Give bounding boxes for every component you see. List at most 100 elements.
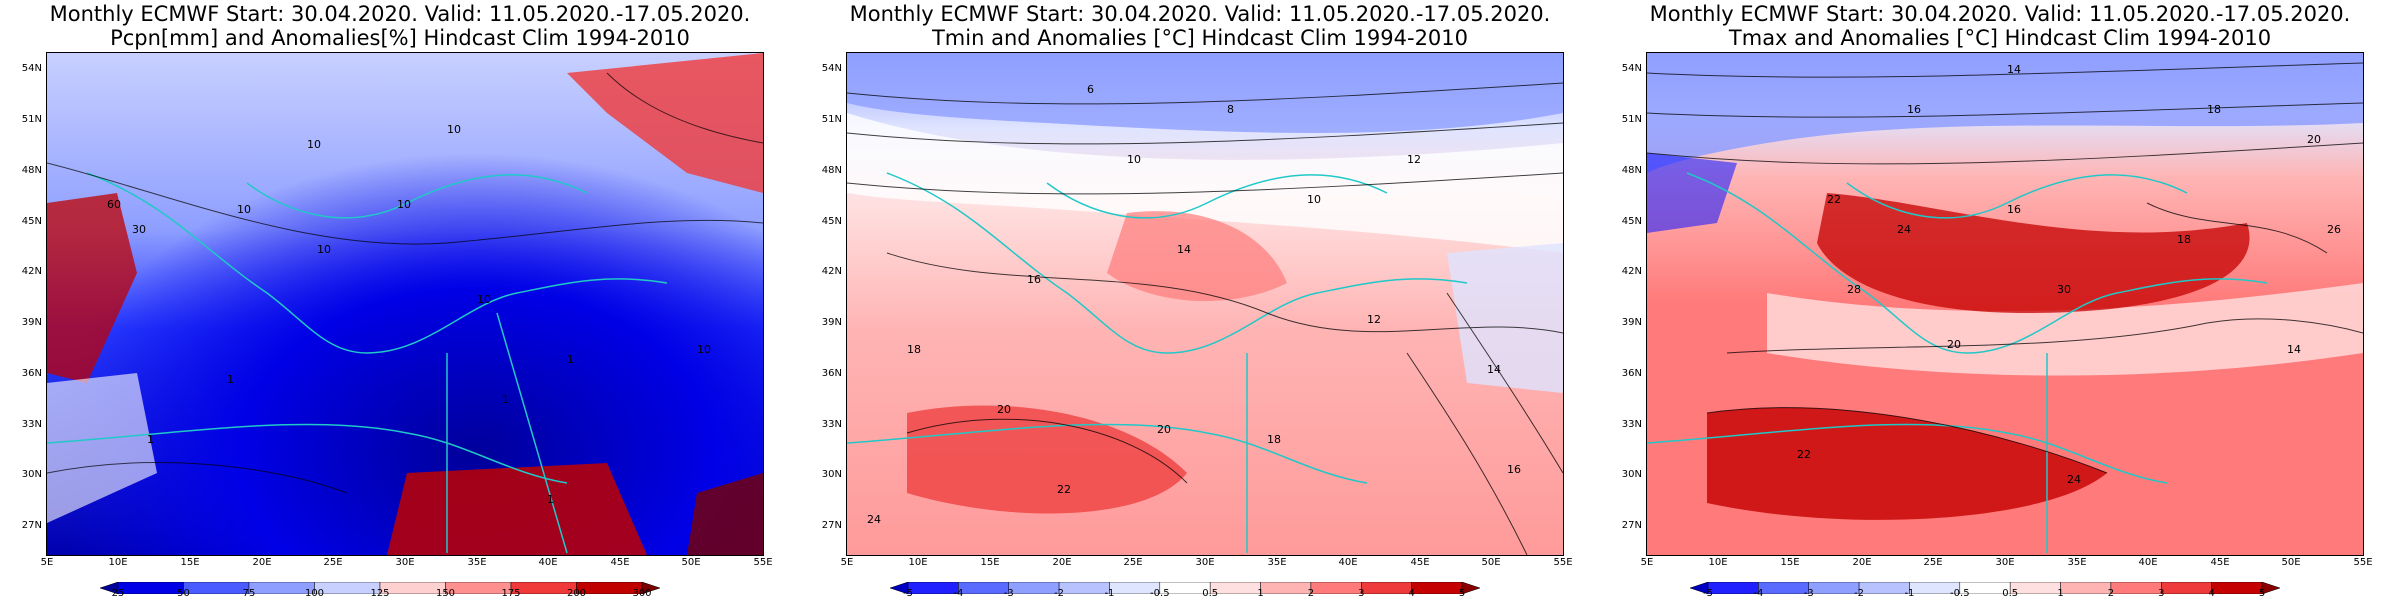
lat-label: 51N (1621, 114, 1642, 125)
coastline (496, 312, 568, 554)
lat-label: 27N (21, 520, 42, 531)
panel-tmin: Monthly ECMWF Start: 30.04.2020. Valid: … (800, 0, 1600, 600)
panel-title-line1: Monthly ECMWF Start: 30.04.2020. Valid: … (1649, 2, 2351, 26)
lat-label: 36N (821, 368, 842, 379)
contour (1647, 102, 2363, 118)
colorbar-tick: 75 (242, 588, 256, 599)
field-red-north (567, 53, 763, 193)
field-red-south (1707, 407, 2107, 520)
field-red-mid (1107, 211, 1287, 302)
lon-label: 25E (323, 557, 343, 568)
contour-label: 26 (2327, 223, 2341, 236)
contour-label: 10 (1307, 193, 1321, 206)
coastline (86, 172, 668, 354)
lat-label: 48N (21, 165, 42, 176)
contour (1446, 292, 1563, 474)
lat-label: 54N (821, 63, 842, 74)
lat-label: 42N (1621, 266, 1642, 277)
lat-label: 39N (821, 317, 842, 328)
map-svg: 60 30 10 10 10 10 10 10 10 1 1 1 1 1 (47, 53, 763, 555)
colorbar-tick: 0.5 (2002, 588, 2019, 599)
contour-label: 22 (1797, 448, 1811, 461)
lon-label: 55E (2353, 557, 2373, 568)
lon-label: 5E (1640, 557, 1654, 568)
colorbar-tick: 50 (177, 588, 190, 599)
field-blue-north (1647, 53, 2363, 173)
contour-label: 10 (397, 198, 411, 211)
panel-title-line2: Pcpn[mm] and Anomalies[%] Hindcast Clim … (110, 26, 690, 50)
contour-overlay (1647, 62, 2363, 474)
map-plot: 6 8 10 10 12 14 16 18 20 22 24 20 18 16 … (846, 52, 1564, 556)
panel-title-line1: Monthly ECMWF Start: 30.04.2020. Valid: … (849, 2, 1551, 26)
colorbar-tick: -0.5 (1950, 588, 1970, 599)
colorbar-tick: 125 (370, 588, 390, 599)
panel-title-line2: Tmax and Anomalies [°C] Hindcast Clim 19… (1728, 26, 2272, 50)
contour-label: 16 (1907, 103, 1921, 116)
lon-label: 20E (1052, 557, 1072, 568)
contour-label: 16 (1027, 273, 1041, 286)
lon-label: 30E (395, 557, 415, 568)
contour (1726, 318, 2363, 354)
contour-label: 1 (547, 493, 554, 506)
contour (847, 82, 1563, 105)
contour (886, 252, 1563, 334)
contour-label: 14 (1177, 243, 1191, 256)
colorbar-tick: -0.5 (1150, 588, 1170, 599)
contour-label: 10 (447, 123, 461, 136)
contour-label: 1 (567, 353, 574, 366)
colorbar (1690, 582, 2280, 594)
lon-label: 5E (40, 557, 54, 568)
lat-label: 45N (1621, 216, 1642, 227)
field-white-band (1767, 283, 2363, 376)
colorbar-tick: 3 (2158, 588, 2165, 599)
lon-label: 25E (1923, 557, 1943, 568)
colorbar-end (1461, 582, 1480, 594)
contour-labels: 60 30 10 10 10 10 10 10 10 1 1 1 1 1 (107, 123, 711, 506)
colorbar-tick: -5 (903, 588, 913, 599)
contour-label: 16 (1507, 463, 1521, 476)
contour-label: 20 (1947, 338, 1961, 351)
field-white-west (47, 373, 157, 523)
colorbar-tick: 2 (2107, 588, 2115, 599)
contour (1706, 407, 2108, 474)
colorbar-tick: 5 (1458, 588, 1466, 599)
lat-label: 54N (21, 63, 42, 74)
lat-label: 48N (821, 165, 842, 176)
lon-label: 45E (610, 557, 630, 568)
contour-label: 20 (2307, 133, 2321, 146)
coastline-overlay (47, 172, 668, 554)
coastline-overlay (1647, 172, 2268, 553)
colorbar-tick: 175 (501, 588, 521, 599)
coastline (246, 174, 588, 219)
contour-label: 30 (132, 223, 146, 236)
lat-label: 33N (1621, 419, 1642, 430)
contour (847, 122, 1563, 145)
colorbar-tick: 4 (1408, 588, 1415, 599)
contour-label: 6 (1087, 83, 1094, 96)
lon-label: 45E (1410, 557, 1430, 568)
lat-label: 54N (1621, 63, 1642, 74)
colorbar-tick: 300 (632, 588, 652, 599)
field-blue-north (847, 53, 1563, 133)
colorbar-tick: -2 (1054, 588, 1065, 599)
lon-label: 45E (2210, 557, 2230, 568)
field-red-west (47, 193, 137, 383)
contour-label: 10 (477, 293, 491, 306)
lon-label: 20E (1852, 557, 1872, 568)
contour-label: 24 (867, 513, 881, 526)
colorbar-tick: 200 (566, 588, 587, 599)
contour (47, 462, 348, 494)
colorbar-tick: 1 (1257, 588, 1264, 599)
contour-label: 10 (307, 138, 321, 151)
lon-label: 15E (180, 557, 200, 568)
coastline (1846, 174, 2188, 219)
colorbar-tick: -2 (1854, 588, 1865, 599)
colorbar-tick: 0.5 (1202, 588, 1219, 599)
contour (1406, 352, 1528, 555)
lat-label: 30N (1621, 469, 1642, 480)
contour (1647, 62, 2363, 78)
contour-label: 30 (2057, 283, 2071, 296)
field-white-band (847, 113, 1563, 253)
contour-label: 18 (1267, 433, 1281, 446)
colorbar (890, 582, 1480, 594)
